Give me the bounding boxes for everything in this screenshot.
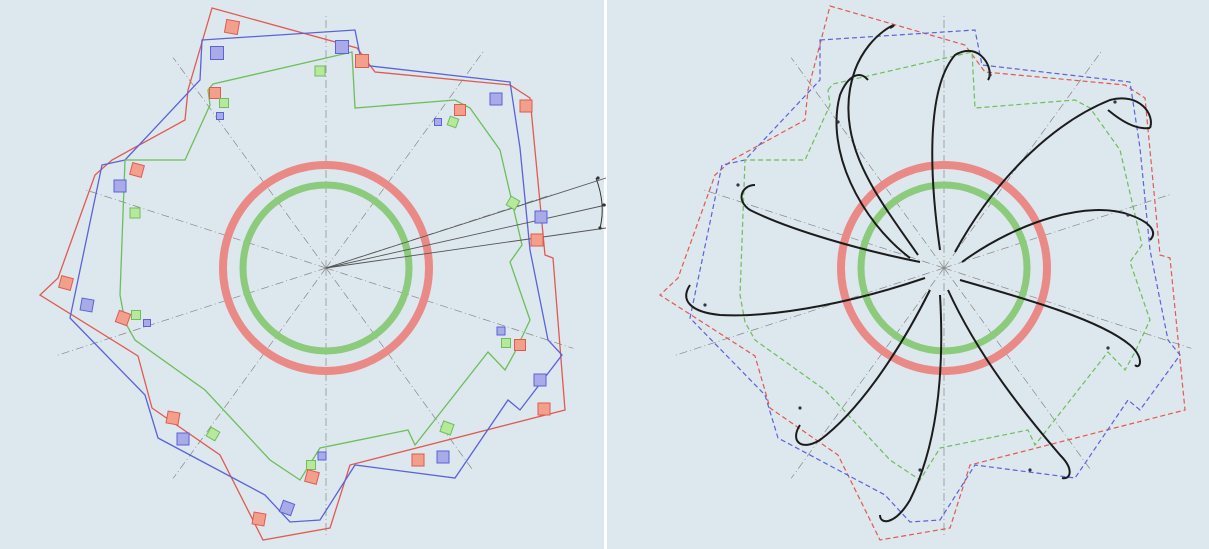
blade-point: [1106, 346, 1110, 350]
marker-square: [530, 233, 544, 247]
blade-point: [703, 303, 707, 307]
marker-square: [317, 451, 327, 461]
marker-square: [304, 469, 320, 485]
marker-square: [454, 104, 466, 116]
construction-line: [325, 267, 574, 349]
angle-dimension: [325, 176, 607, 269]
marker-square: [519, 99, 533, 113]
blade-curve: [847, 24, 919, 256]
marker-square: [165, 410, 181, 426]
construction-line: [54, 267, 327, 357]
inner-green-ring: [857, 181, 1031, 355]
blade-curve: [1107, 109, 1151, 130]
marker-square: [534, 210, 548, 224]
marker-square: [278, 499, 296, 517]
construction-line: [943, 193, 1173, 269]
blade-curve: [959, 279, 1141, 368]
dimension-tick: [602, 203, 606, 207]
inner-green-ring: [239, 181, 413, 355]
marker-square: [501, 338, 511, 348]
dimension-arc: [595, 177, 603, 229]
blade-curve: [879, 294, 943, 523]
construction-line: [943, 267, 1092, 471]
dimension-ray: [325, 227, 607, 269]
dimension-ray: [325, 204, 607, 269]
construction-line: [325, 267, 474, 471]
marker-square: [439, 420, 455, 436]
marker-square: [216, 112, 224, 120]
dimension-tick: [598, 226, 602, 230]
outer-outline-polygon: [38, 7, 566, 541]
blade-curve: [947, 289, 1071, 480]
marker-square: [335, 40, 349, 54]
outer-red-ring: [837, 161, 1051, 375]
blade-curve: [795, 289, 931, 446]
marker-square: [209, 87, 221, 99]
blade-curve: [685, 277, 926, 317]
blades: [685, 24, 1155, 523]
blade-point: [1028, 468, 1032, 472]
blade-point: [1113, 100, 1117, 104]
construction-line: [172, 57, 327, 269]
marker-square: [489, 92, 503, 106]
outer-red-ring: [219, 161, 433, 375]
construction-line: [943, 267, 1192, 349]
marker-square: [223, 18, 241, 36]
blade-curve: [931, 49, 991, 251]
marker-square: [219, 98, 229, 108]
marker-square: [306, 460, 316, 470]
dimension-ray: [325, 177, 607, 269]
marker-square: [143, 319, 151, 327]
marker-square: [129, 162, 145, 178]
construction-line: [790, 57, 945, 269]
right-panel: [659, 5, 1192, 541]
marker-square: [129, 207, 141, 219]
left-panel: [38, 7, 607, 541]
dimension-tick: [596, 176, 600, 180]
marker-square: [79, 297, 95, 313]
marker-square: [533, 373, 547, 387]
marker-square: [131, 310, 141, 320]
marker-square: [113, 179, 127, 193]
construction-line: [325, 49, 485, 269]
blade-point: [988, 73, 992, 77]
center-rings: [837, 161, 1051, 375]
markers: [58, 18, 551, 527]
blade-curve: [835, 74, 911, 259]
inner-outline-polygon: [119, 51, 531, 481]
marker-square: [436, 450, 450, 464]
marker-square: [176, 432, 190, 446]
construction-line: [672, 267, 945, 357]
blade-curve: [954, 97, 1152, 253]
marker-square: [314, 65, 326, 77]
marker-square: [514, 339, 526, 351]
marker-square: [496, 326, 506, 336]
panel-divider: [604, 0, 607, 549]
blade-point: [736, 183, 740, 187]
marker-square: [537, 402, 551, 416]
construction-line: [790, 267, 945, 479]
construction-line: [172, 267, 327, 479]
blade-point: [836, 120, 840, 124]
blade-point: [918, 468, 922, 472]
marker-square: [114, 309, 132, 327]
blade-curve: [740, 184, 921, 263]
blade-point: [1126, 213, 1130, 217]
blade-curve: [961, 209, 1155, 263]
marker-square: [505, 195, 521, 211]
middle-outline-dashed: [689, 29, 1181, 523]
marker-square: [434, 118, 442, 126]
marker-square: [411, 453, 425, 467]
marker-square: [251, 511, 267, 527]
marker-square: [58, 275, 74, 291]
center-rings: [219, 161, 433, 375]
marker-square: [446, 115, 460, 129]
middle-outline-polygon: [69, 29, 563, 523]
marker-square: [205, 426, 221, 442]
blade-point: [798, 406, 802, 410]
marker-square: [210, 46, 224, 60]
marker-square: [355, 54, 369, 68]
